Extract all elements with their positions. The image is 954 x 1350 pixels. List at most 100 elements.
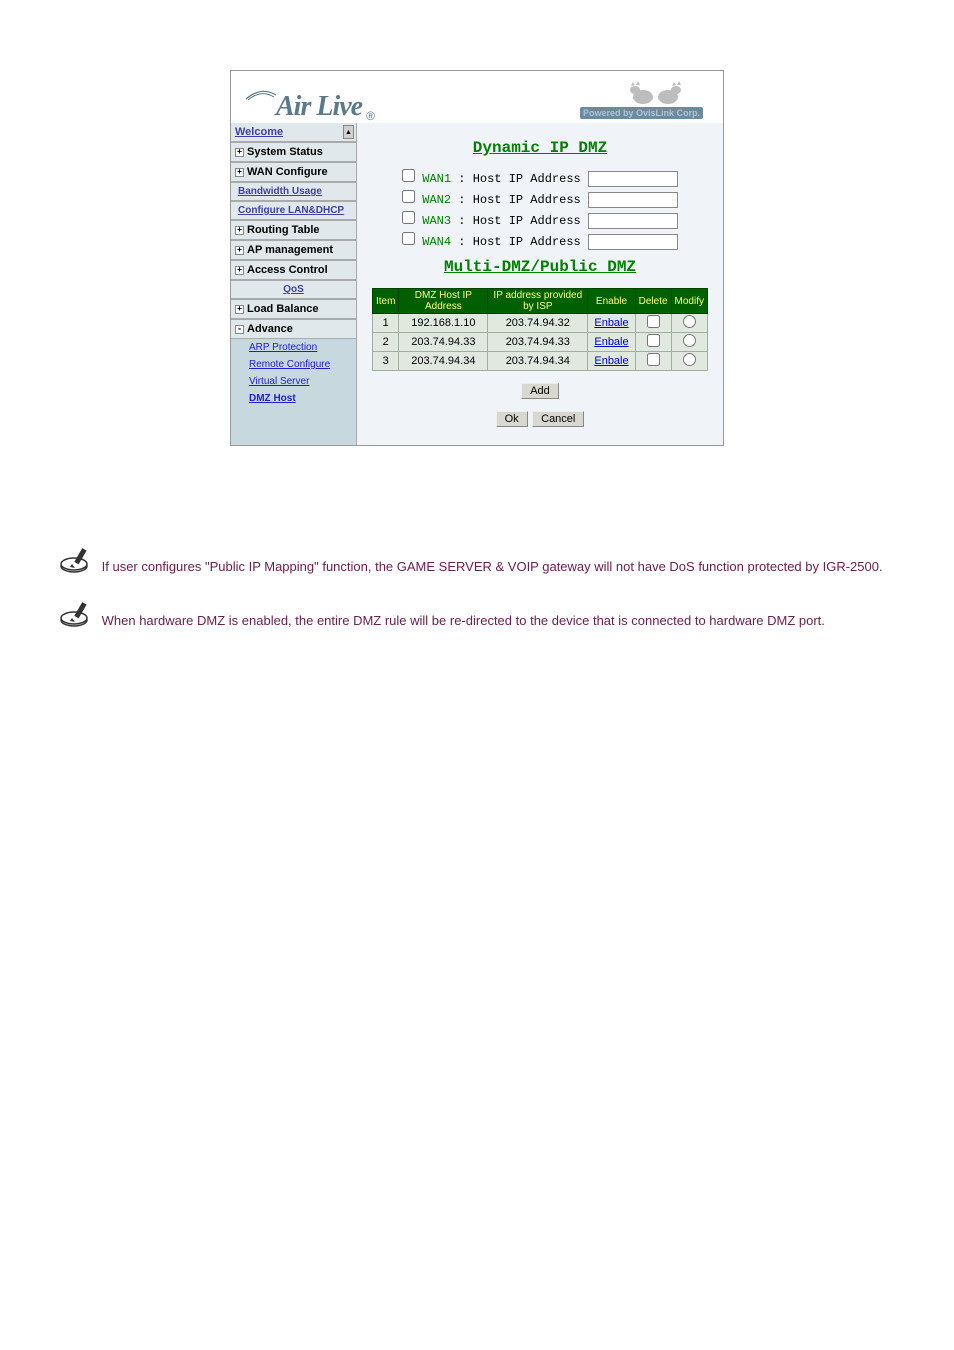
sidebar-label: AP management [247, 244, 333, 256]
wan-label: WAN1 [422, 172, 458, 186]
sidebar-item[interactable]: + AP management [231, 240, 356, 260]
expand-icon[interactable]: + [235, 246, 244, 255]
table-row: 1192.168.1.10203.74.94.32Enbale [373, 314, 708, 333]
cell-enable-link[interactable]: Enbale [588, 333, 635, 352]
cancel-button[interactable]: Cancel [532, 411, 584, 427]
sidebar: Welcome ▲ + System Status+ WAN Configure… [231, 123, 357, 445]
table-header: Item [373, 289, 399, 314]
expand-icon[interactable]: + [235, 266, 244, 275]
sidebar-item[interactable]: Virtual Server [231, 373, 356, 390]
sidebar-item[interactable]: ARP Protection [231, 339, 356, 356]
expand-icon[interactable]: + [235, 226, 244, 235]
cell-modify[interactable] [671, 352, 707, 371]
sidebar-item[interactable]: + System Status [231, 142, 356, 162]
table-header: Enable [588, 289, 635, 314]
table-row: 3203.74.94.34203.74.94.34Enbale [373, 352, 708, 371]
wan-row: WAN4 : Host IP Address [372, 232, 708, 250]
scroll-up-icon[interactable]: ▲ [343, 125, 354, 139]
multi-dmz-title: Multi-DMZ/Public DMZ [372, 258, 708, 276]
wan-field-label: : Host IP Address [458, 214, 580, 228]
sidebar-sublink[interactable]: Remote Configure [249, 359, 330, 370]
wan-checkbox[interactable] [402, 211, 415, 224]
sidebar-item[interactable]: + Access Control [231, 260, 356, 280]
app-frame: Air Live® Powered by OvisLink Corp [230, 70, 724, 446]
main-body: Welcome ▲ + System Status+ WAN Configure… [231, 123, 723, 445]
sidebar-link[interactable]: QoS [283, 284, 304, 295]
cell-enable-link[interactable]: Enbale [588, 314, 635, 333]
dmz-table: ItemDMZ Host IP AddressIP address provid… [372, 288, 708, 371]
wan-row: WAN1 : Host IP Address [372, 169, 708, 187]
note-1: If user configures "Public IP Mapping" f… [60, 546, 894, 580]
cell-modify[interactable] [671, 314, 707, 333]
pencil-note-icon [60, 546, 94, 574]
wan-field-label: : Host IP Address [458, 172, 580, 186]
add-button[interactable]: Add [521, 383, 559, 399]
wan-row: WAN2 : Host IP Address [372, 190, 708, 208]
page-container: Air Live® Powered by OvisLink Corp [0, 0, 954, 486]
sidebar-item[interactable]: QoS [231, 280, 356, 299]
wan-ip-input[interactable] [588, 192, 678, 208]
delete-checkbox[interactable] [647, 353, 660, 366]
wan-field-label: : Host IP Address [458, 235, 580, 249]
cell-delete[interactable] [635, 333, 671, 352]
expand-icon[interactable]: + [235, 168, 244, 177]
sidebar-sublink[interactable]: ARP Protection [249, 342, 317, 353]
delete-checkbox[interactable] [647, 315, 660, 328]
sidebar-item[interactable]: + WAN Configure [231, 162, 356, 182]
delete-checkbox[interactable] [647, 334, 660, 347]
sidebar-link[interactable]: Bandwidth Usage [238, 186, 322, 197]
cell-item: 1 [373, 314, 399, 333]
sidebar-label: WAN Configure [247, 166, 328, 178]
sidebar-item[interactable]: + Routing Table [231, 220, 356, 240]
table-header: Modify [671, 289, 707, 314]
modify-radio[interactable] [683, 334, 696, 347]
cell-delete[interactable] [635, 352, 671, 371]
sidebar-welcome-link[interactable]: Welcome [235, 126, 283, 138]
expand-icon[interactable]: + [235, 305, 244, 314]
cell-dmz-ip: 203.74.94.33 [399, 333, 488, 352]
ok-button[interactable]: Ok [496, 411, 528, 427]
note-2: When hardware DMZ is enabled, the entire… [60, 600, 894, 634]
table-header: Delete [635, 289, 671, 314]
wan-ip-input[interactable] [588, 213, 678, 229]
sidebar-item[interactable]: - Advance [231, 319, 356, 339]
wan-checkbox[interactable] [402, 190, 415, 203]
wan-checkbox[interactable] [402, 232, 415, 245]
table-row: 2203.74.94.33203.74.94.33Enbale [373, 333, 708, 352]
sidebar-sublink[interactable]: Virtual Server [249, 376, 309, 387]
cell-item: 2 [373, 333, 399, 352]
wan-checkbox[interactable] [402, 169, 415, 182]
sidebar-sublink[interactable]: DMZ Host [249, 393, 296, 404]
content-area: Dynamic IP DMZ WAN1 : Host IP Address WA… [357, 123, 723, 445]
sidebar-welcome-row[interactable]: Welcome ▲ [231, 123, 356, 142]
modify-radio[interactable] [683, 315, 696, 328]
note-2-text: When hardware DMZ is enabled, the entire… [102, 613, 825, 628]
ok-cancel-row: Ok Cancel [372, 409, 708, 427]
cell-enable-link[interactable]: Enbale [588, 352, 635, 371]
sidebar-item[interactable]: Bandwidth Usage [231, 182, 356, 201]
wan-ip-input[interactable] [588, 171, 678, 187]
sidebar-item[interactable]: + Load Balance [231, 299, 356, 319]
wan-label: WAN4 [422, 235, 458, 249]
sidebar-link[interactable]: Configure LAN&DHCP [238, 205, 344, 216]
pencil-note-icon [60, 600, 94, 628]
sidebar-label: Advance [247, 323, 293, 335]
table-header: IP address provided by ISP [488, 289, 588, 314]
cell-delete[interactable] [635, 314, 671, 333]
cell-modify[interactable] [671, 333, 707, 352]
logo-text: Air Live [276, 91, 362, 123]
modify-radio[interactable] [683, 353, 696, 366]
expand-icon[interactable]: - [235, 325, 244, 334]
logo-swoosh-icon [246, 89, 276, 101]
wan-ip-input[interactable] [588, 234, 678, 250]
sidebar-item[interactable]: DMZ Host [231, 390, 356, 407]
add-button-row: Add [372, 381, 708, 399]
wan-label: WAN2 [422, 193, 458, 207]
sidebar-item[interactable]: Remote Configure [231, 356, 356, 373]
sidebar-item[interactable]: Configure LAN&DHCP [231, 201, 356, 220]
sidebar-label: Routing Table [247, 224, 320, 236]
wan-field-label: : Host IP Address [458, 193, 580, 207]
cell-dmz-ip: 192.168.1.10 [399, 314, 488, 333]
powered-text: Powered by OvisLink Corp. [580, 107, 703, 119]
expand-icon[interactable]: + [235, 148, 244, 157]
